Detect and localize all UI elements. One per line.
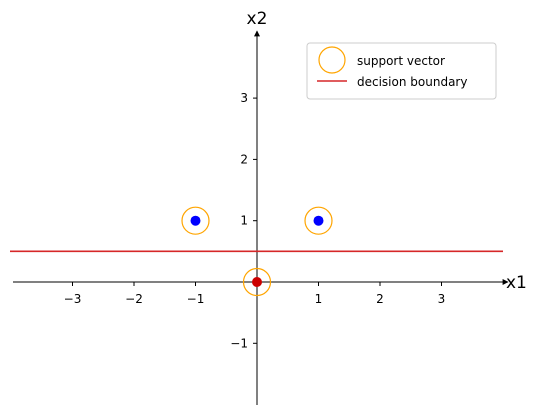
x-tick-label: −2 xyxy=(125,292,143,306)
y-tick-label: 3 xyxy=(240,91,248,105)
support-vector-ring xyxy=(181,206,210,235)
legend-frame xyxy=(306,42,497,100)
legend-support-vector-marker xyxy=(318,46,346,74)
y-tick-label: 1 xyxy=(240,214,248,228)
x-axis-label: x1 xyxy=(506,273,527,293)
legend-support-vector-label: support vector xyxy=(357,54,445,68)
y-ticks: −1 1 2 3 xyxy=(230,91,257,350)
legend: support vector decision boundary xyxy=(306,42,497,100)
x-tick-label: −1 xyxy=(187,292,205,306)
x-ticks: −3 −2 −1 1 2 3 xyxy=(64,282,446,306)
data-point xyxy=(313,215,324,226)
data-points xyxy=(190,215,324,287)
y-axis-label: x2 xyxy=(247,9,268,29)
x-tick-label: 3 xyxy=(438,292,446,306)
legend-decision-boundary-label: decision boundary xyxy=(357,75,467,89)
support-vector-ring xyxy=(242,267,272,297)
data-point xyxy=(190,215,201,226)
y-tick-label: 2 xyxy=(240,152,248,166)
support-vector-ring xyxy=(304,206,333,235)
x-tick-label: 1 xyxy=(315,292,323,306)
y-tick-label: −1 xyxy=(230,336,248,350)
x-tick-label: 2 xyxy=(376,292,384,306)
support-vector-rings xyxy=(181,206,333,297)
x-tick-label: −3 xyxy=(64,292,82,306)
data-point xyxy=(252,277,262,287)
